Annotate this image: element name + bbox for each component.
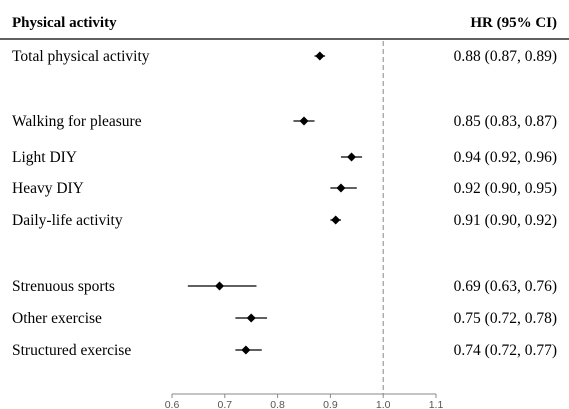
row-label: Structured exercise bbox=[12, 342, 131, 359]
hr-point-marker bbox=[241, 345, 251, 355]
hr-point-marker bbox=[331, 215, 341, 225]
row-label: Total physical activity bbox=[12, 48, 150, 65]
hr-point-marker bbox=[315, 51, 325, 61]
x-tick-label: 0.7 bbox=[217, 399, 232, 409]
header-left: Physical activity bbox=[12, 15, 117, 31]
row-label: Strenuous sports bbox=[12, 278, 115, 295]
forest-row: Heavy DIY 0.92 (0.90, 0.95) bbox=[12, 180, 557, 197]
row-hr-text: 0.92 (0.90, 0.95) bbox=[454, 180, 557, 197]
row-label: Heavy DIY bbox=[12, 180, 84, 197]
hr-point-marker bbox=[246, 313, 256, 323]
forest-row: Other exercise 0.75 (0.72, 0.78) bbox=[12, 310, 557, 327]
x-axis: 0.6 0.7 0.8 0.9 1.0 1.1 bbox=[165, 393, 444, 409]
row-hr-text: 0.88 (0.87, 0.89) bbox=[454, 48, 557, 65]
forest-row: Structured exercise 0.74 (0.72, 0.77) bbox=[12, 342, 557, 359]
forest-row: Total physical activity 0.88 (0.87, 0.89) bbox=[12, 48, 557, 65]
x-tick-label: 0.6 bbox=[165, 399, 180, 409]
row-label: Walking for pleasure bbox=[12, 113, 142, 130]
header-right: HR (95% CI) bbox=[470, 15, 557, 31]
hr-point-marker bbox=[347, 152, 357, 162]
x-tick-label: 0.9 bbox=[323, 399, 338, 409]
forest-row: Walking for pleasure 0.85 (0.83, 0.87) bbox=[12, 113, 557, 130]
rows-layer: Total physical activity 0.88 (0.87, 0.89)… bbox=[12, 48, 557, 359]
forest-row: Light DIY 0.94 (0.92, 0.96) bbox=[12, 149, 557, 166]
row-hr-text: 0.69 (0.63, 0.76) bbox=[454, 278, 557, 295]
row-label: Light DIY bbox=[12, 149, 77, 166]
row-hr-text: 0.74 (0.72, 0.77) bbox=[454, 342, 557, 359]
hr-point-marker bbox=[336, 183, 346, 193]
hr-point-marker bbox=[215, 281, 225, 291]
x-tick-label: 1.1 bbox=[429, 399, 444, 409]
row-label: Other exercise bbox=[12, 310, 102, 327]
row-hr-text: 0.75 (0.72, 0.78) bbox=[454, 310, 557, 327]
row-hr-text: 0.94 (0.92, 0.96) bbox=[454, 149, 557, 166]
x-tick-label: 0.8 bbox=[270, 399, 285, 409]
hr-point-marker bbox=[299, 116, 309, 126]
forest-row: Strenuous sports 0.69 (0.63, 0.76) bbox=[12, 278, 557, 295]
row-hr-text: 0.91 (0.90, 0.92) bbox=[454, 212, 557, 229]
x-tick-label: 1.0 bbox=[376, 399, 391, 409]
row-label: Daily-life activity bbox=[12, 212, 123, 229]
forest-row: Daily-life activity 0.91 (0.90, 0.92) bbox=[12, 212, 557, 229]
row-hr-text: 0.85 (0.83, 0.87) bbox=[454, 113, 557, 130]
